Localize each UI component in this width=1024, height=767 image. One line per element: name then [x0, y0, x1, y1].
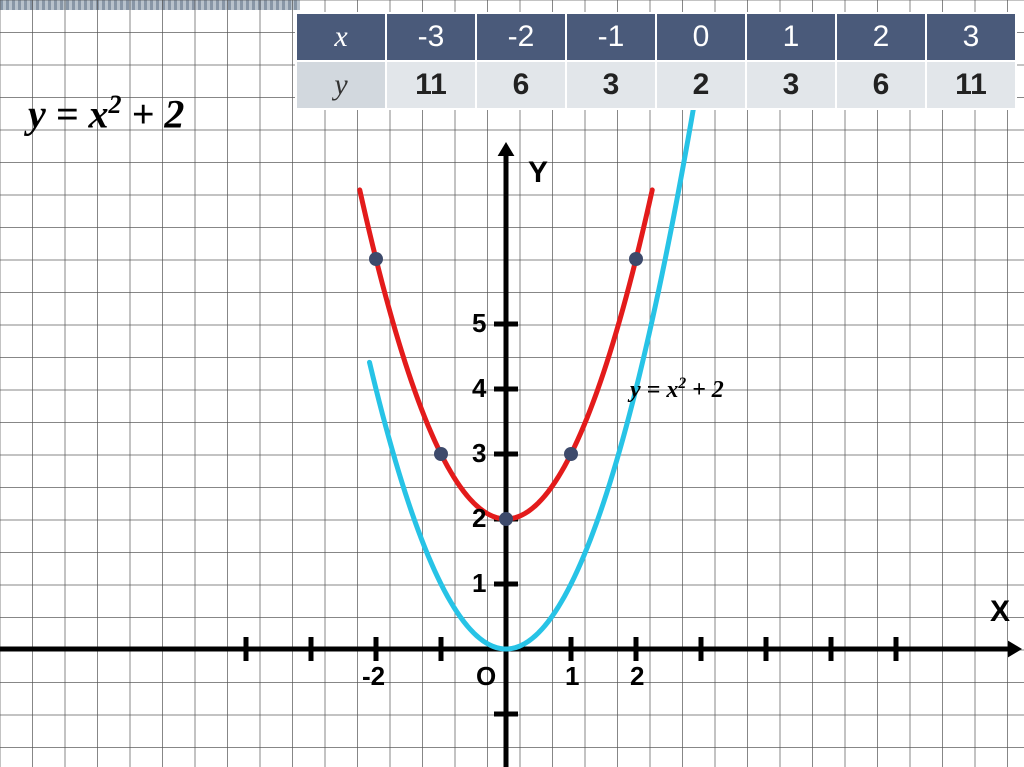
x-header-cell: 2: [836, 13, 926, 61]
y-value-cell: 11: [386, 61, 476, 109]
axis-label: X: [990, 595, 1010, 629]
row-label-x: x: [296, 13, 386, 61]
axis-label: Y: [528, 156, 548, 190]
axis-label: O: [476, 661, 496, 692]
y-value-cell: 3: [746, 61, 836, 109]
x-header-cell: -3: [386, 13, 476, 61]
y-value-cell: 3: [566, 61, 656, 109]
axis-label: 3: [472, 438, 486, 469]
equation-inline-label: y = x2 + 2: [630, 375, 724, 404]
y-value-cell: 2: [656, 61, 746, 109]
x-header-cell: 1: [746, 13, 836, 61]
axis-label: 2: [472, 503, 486, 534]
y-value-cell: 6: [476, 61, 566, 109]
axis-label: 1: [565, 661, 579, 692]
x-header-cell: 0: [656, 13, 746, 61]
x-header-cell: -1: [566, 13, 656, 61]
axis-label: 2: [630, 661, 644, 692]
y-value-cell: 11: [926, 61, 1016, 109]
axis-label: -2: [362, 661, 385, 692]
row-label-y: y: [296, 61, 386, 109]
axis-label: 1: [472, 568, 486, 599]
axis-label: 5: [472, 308, 486, 339]
x-header-cell: 3: [926, 13, 1016, 61]
value-table: x -3-2-10123 y 116323611: [295, 12, 1017, 110]
y-value-cell: 6: [836, 61, 926, 109]
axis-label: 4: [472, 373, 486, 404]
equation-main: y = x2 + 2: [28, 90, 184, 137]
x-header-cell: -2: [476, 13, 566, 61]
